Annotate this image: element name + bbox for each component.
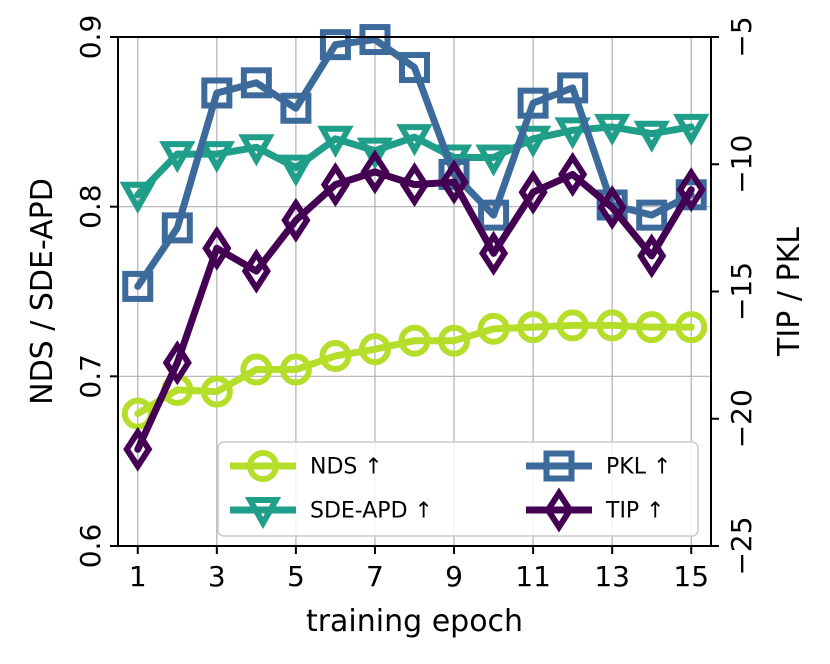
series-layer <box>119 24 710 472</box>
legend-marker-diamond <box>544 487 574 533</box>
y-left-tick-label: 0.9 <box>74 15 107 60</box>
data-point-triangle-down <box>396 124 433 157</box>
legend-label-triangle-down: SDE-APD ↑ <box>310 499 433 524</box>
data-point-square <box>557 72 589 104</box>
data-point-square <box>240 67 272 99</box>
data-point-circle <box>675 311 708 344</box>
x-tick-label: 3 <box>208 560 226 593</box>
legend-item-diamond: TIP ↑ <box>526 487 665 533</box>
legend-marker-square <box>543 450 575 482</box>
data-point-square <box>636 199 668 231</box>
data-point-diamond <box>320 162 351 208</box>
data-point-diamond <box>281 197 311 243</box>
data-point-square <box>161 212 193 244</box>
data-point-triangle-down <box>554 117 591 150</box>
ticks: 1 3 5 7 9 11 13 150.60.70.80.9−25−20−15−10−5 <box>74 15 758 593</box>
data-point-diamond <box>676 167 706 213</box>
data-point-circle <box>398 324 431 357</box>
series-square <box>122 24 707 302</box>
data-point-triangle-down <box>277 154 315 187</box>
legend-item-square: PKL ↑ <box>526 450 671 482</box>
data-point-diamond <box>637 233 667 279</box>
data-point-square <box>201 77 233 109</box>
y-right-tick-label: −20 <box>725 389 758 448</box>
data-point-triangle-down <box>356 137 394 170</box>
y-right-tick-label: −10 <box>725 135 758 194</box>
series-diamond <box>123 149 706 472</box>
data-point-diamond <box>478 230 509 276</box>
y-right-tick-label: −5 <box>725 16 758 57</box>
data-point-circle <box>556 309 589 342</box>
legend-label-diamond: TIP ↑ <box>605 499 665 524</box>
data-point-circle <box>279 353 312 386</box>
data-point-diamond <box>518 169 548 215</box>
data-point-triangle-down <box>514 125 552 158</box>
data-point-square <box>319 29 351 61</box>
data-point-circle <box>358 333 391 366</box>
data-point-circle <box>635 311 668 344</box>
data-point-circle <box>240 353 273 386</box>
series-line-diamond <box>134 168 695 453</box>
y-left-tick-label: 0.8 <box>74 184 107 229</box>
data-point-diamond <box>241 248 271 294</box>
x-tick-label: 9 <box>445 560 463 593</box>
series-line-triangle-down <box>134 123 695 199</box>
series-triangle-down <box>119 113 710 214</box>
data-point-diamond <box>202 225 232 271</box>
y-left-tick-label: 0.7 <box>74 354 107 399</box>
data-point-diamond <box>558 151 588 197</box>
data-point-square <box>399 52 430 84</box>
y-axis-right-title: TIP / PKL <box>772 227 807 357</box>
data-point-triangle-down <box>633 120 670 153</box>
data-point-square <box>478 199 510 231</box>
legend-marker-circle <box>247 450 279 482</box>
y-right-tick-label: −15 <box>725 262 758 321</box>
data-point-triangle-down <box>198 141 235 174</box>
legend: NDS ↑ SDE-APD ↑ PKL ↑ TIP ↑ <box>217 441 699 537</box>
y-right-tick-label: −25 <box>725 516 758 575</box>
data-point-circle <box>438 324 471 357</box>
data-point-square <box>517 87 549 119</box>
data-point-triangle-down <box>475 144 512 177</box>
data-point-circle <box>477 312 510 345</box>
data-point-circle <box>596 309 629 342</box>
data-point-diamond <box>162 340 192 386</box>
data-point-diamond <box>360 149 390 195</box>
x-tick-label: 11 <box>515 560 551 593</box>
data-point-circle <box>200 375 233 408</box>
x-tick-label: 13 <box>594 560 630 593</box>
data-point-circle <box>319 339 352 372</box>
x-tick-label: 7 <box>366 560 384 593</box>
legend-label-square: PKL ↑ <box>606 455 671 480</box>
data-point-triangle-down <box>238 134 275 167</box>
data-point-diamond <box>597 184 627 231</box>
data-point-square <box>280 92 312 124</box>
data-point-square <box>359 24 391 56</box>
x-axis-title: training epoch <box>306 604 523 639</box>
data-point-triangle-down <box>119 181 156 214</box>
legend-marker-triangle-down <box>244 497 282 530</box>
x-tick-label: 5 <box>287 560 305 593</box>
data-point-triangle-down <box>673 113 710 147</box>
data-point-diamond <box>439 159 469 205</box>
y-left-tick-label: 0.6 <box>74 524 107 569</box>
x-tick-label: 1 <box>129 560 147 593</box>
data-point-triangle-down <box>317 125 354 158</box>
series-circle <box>121 309 708 430</box>
data-point-square <box>122 270 154 302</box>
data-point-triangle-down <box>159 141 196 174</box>
data-point-triangle-down <box>594 113 631 147</box>
legend-item-triangle-down: SDE-APD ↑ <box>230 497 433 530</box>
y-axis-left-title: NDS / SDE-APD <box>25 178 60 405</box>
legend-item-circle: NDS ↑ <box>230 450 383 482</box>
x-tick-label: 15 <box>673 560 709 593</box>
data-point-circle <box>517 311 550 344</box>
data-point-diamond <box>123 426 153 472</box>
legend-label-circle: NDS ↑ <box>310 455 383 480</box>
data-point-diamond <box>399 162 430 208</box>
